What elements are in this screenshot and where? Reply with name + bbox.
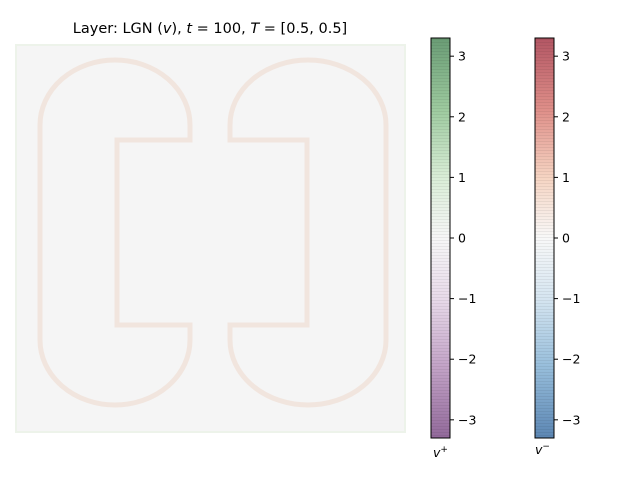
colorbar-vplus-tick-label: 1 xyxy=(458,170,466,185)
heatmap-border-green xyxy=(15,44,406,433)
colorbar-vminus-stripes xyxy=(535,38,554,438)
colorbar-vplus-tick-label: 0 xyxy=(458,231,466,246)
colorbar-vminus-tick-label: 0 xyxy=(562,231,570,246)
colorbar-vplus-tick-label: 2 xyxy=(458,109,466,124)
heatmap-outline-left-shape xyxy=(37,57,193,408)
colorbar-vplus-label: v+ xyxy=(433,445,448,460)
heatmap-outline-right-shape xyxy=(227,57,389,408)
chart-title: Layer: LGN (v), t = 100, T = [0.5, 0.5] xyxy=(73,21,347,37)
colorbar-vplus-tick-label: −2 xyxy=(458,352,476,367)
colorbar-vminus-tick-label: 3 xyxy=(562,49,570,64)
colorbar-vminus-tick-label: −1 xyxy=(562,291,580,306)
heatmap-background xyxy=(15,44,406,433)
colorbar-vplus-stripes xyxy=(431,38,450,438)
heatmap xyxy=(15,44,406,433)
colorbar-vminus-tick-label: 2 xyxy=(562,109,570,124)
colorbar-vminus-label: v− xyxy=(535,442,550,457)
colorbar-vplus: 3 2 1 0 −1 −2 −3 v+ xyxy=(430,37,476,460)
colorbar-vminus-tick-label: −3 xyxy=(562,412,580,427)
colorbar-vminus: 3 2 1 0 −1 −2 −3 v− xyxy=(534,37,580,457)
colorbar-vplus-tick-label: −3 xyxy=(458,412,476,427)
colorbar-vminus-tick-label: −2 xyxy=(562,352,580,367)
colorbar-vplus-tick-label: −1 xyxy=(458,291,476,306)
colorbar-vminus-tick-label: 1 xyxy=(562,170,570,185)
colorbar-vplus-tick-label: 3 xyxy=(458,49,466,64)
